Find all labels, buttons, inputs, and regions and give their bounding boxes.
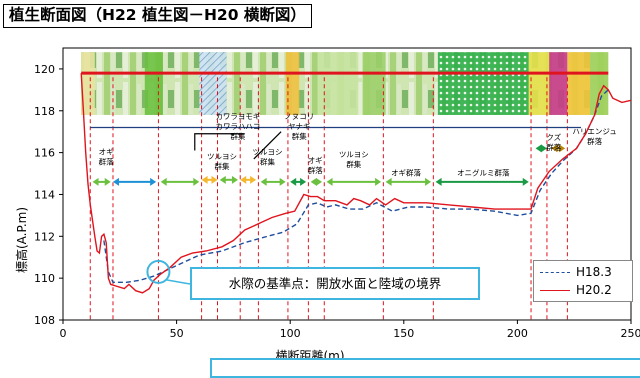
strip-block bbox=[317, 52, 358, 115]
legend-label-h183: H18.3 bbox=[576, 265, 612, 279]
vegetation-label: オギ群落 bbox=[308, 156, 323, 175]
vegetation-label-line: 群落 bbox=[587, 136, 602, 146]
vegetation-label-line: 群集 bbox=[260, 157, 275, 167]
vegetation-label-line: カワラヨモギ bbox=[215, 112, 260, 121]
vegetation-label-line: ツルヨシ bbox=[339, 150, 369, 159]
y-tick-label: 112 bbox=[34, 230, 55, 243]
legend-swatch-h183 bbox=[540, 272, 570, 273]
vegetation-label-line: クズ bbox=[546, 132, 561, 142]
vegetation-label-line: オニグルミ群落 bbox=[457, 168, 510, 178]
vegetation-label: オニグルミ群落 bbox=[457, 168, 510, 178]
vegetation-label-line: オギ bbox=[99, 148, 114, 157]
vegetation-label-line: ノヌコリ bbox=[284, 112, 314, 121]
y-tick-label: 120 bbox=[34, 63, 55, 76]
strip-block bbox=[145, 52, 163, 115]
x-tick-label: 150 bbox=[393, 327, 414, 340]
legend-item-h202: H20.2 bbox=[540, 282, 612, 298]
strip-block bbox=[363, 52, 386, 115]
vegetation-label-line: ツルヨシ bbox=[207, 152, 237, 161]
strip-block bbox=[529, 52, 549, 115]
vegetation-label-line: カワラハハコ bbox=[215, 122, 260, 131]
strip-block bbox=[438, 52, 529, 115]
vegetation-label-line: オギ bbox=[308, 156, 323, 165]
vegetation-label-line: ツルヨシ bbox=[252, 148, 282, 157]
vegetation-label-line: 群集 bbox=[346, 159, 361, 169]
chart-title: 植生断面図（H22 植生図－H20 横断図） bbox=[3, 4, 312, 28]
legend-item-h183: H18.3 bbox=[540, 264, 612, 280]
x-tick-label: 200 bbox=[507, 327, 528, 340]
vegetation-label-line: オギ群落 bbox=[391, 168, 421, 178]
vegetation-map-strip bbox=[81, 52, 608, 115]
y-tick-label: 114 bbox=[34, 188, 55, 201]
vegetation-label-line: 群集 bbox=[215, 161, 230, 171]
water-edge-callout: 水際の基準点：開放水面と陸域の境界 bbox=[190, 267, 480, 300]
vegetation-label-line: 群集 bbox=[230, 131, 245, 141]
y-tick-label: 118 bbox=[34, 105, 55, 118]
vegetation-label-line: ヤナギ bbox=[288, 122, 311, 131]
y-tick-label: 116 bbox=[34, 147, 55, 160]
x-tick-label: 250 bbox=[621, 327, 640, 340]
strip-block bbox=[549, 52, 567, 115]
vegetation-label-line: 群集 bbox=[292, 131, 307, 141]
bottom-annotation-box bbox=[210, 358, 640, 378]
vegetation-cross-section-chart: オギ群落カワラヨモギカワラハハコ群集ツルヨシ群集ツルヨシ群集ノヌコリヤナギ群集オ… bbox=[0, 0, 640, 365]
legend: H18.3 H20.2 bbox=[533, 260, 633, 302]
vegetation-label-line: 群落 bbox=[99, 157, 114, 167]
y-tick-label: 108 bbox=[34, 314, 55, 327]
vegetation-label-line: ハリエンジュ bbox=[572, 127, 616, 136]
x-tick-label: 50 bbox=[170, 327, 184, 340]
strip-block bbox=[567, 52, 590, 115]
x-tick-label: 0 bbox=[60, 327, 67, 340]
legend-label-h202: H20.2 bbox=[576, 283, 612, 297]
y-tick-label: 110 bbox=[34, 272, 55, 285]
legend-swatch-h202 bbox=[540, 290, 570, 291]
vegetation-label: オギ群落 bbox=[391, 168, 421, 178]
strip-block bbox=[590, 52, 608, 115]
strip-block bbox=[199, 52, 226, 115]
vegetation-label: オギ群落 bbox=[99, 148, 114, 167]
vegetation-label: クズ群落 bbox=[546, 132, 561, 152]
y-axis-label: 標高(A.P.m) bbox=[14, 207, 29, 273]
vegetation-label-line: 群落 bbox=[308, 165, 323, 175]
vegetation-label-line: 群落 bbox=[546, 142, 561, 152]
x-tick-label: 100 bbox=[280, 327, 301, 340]
